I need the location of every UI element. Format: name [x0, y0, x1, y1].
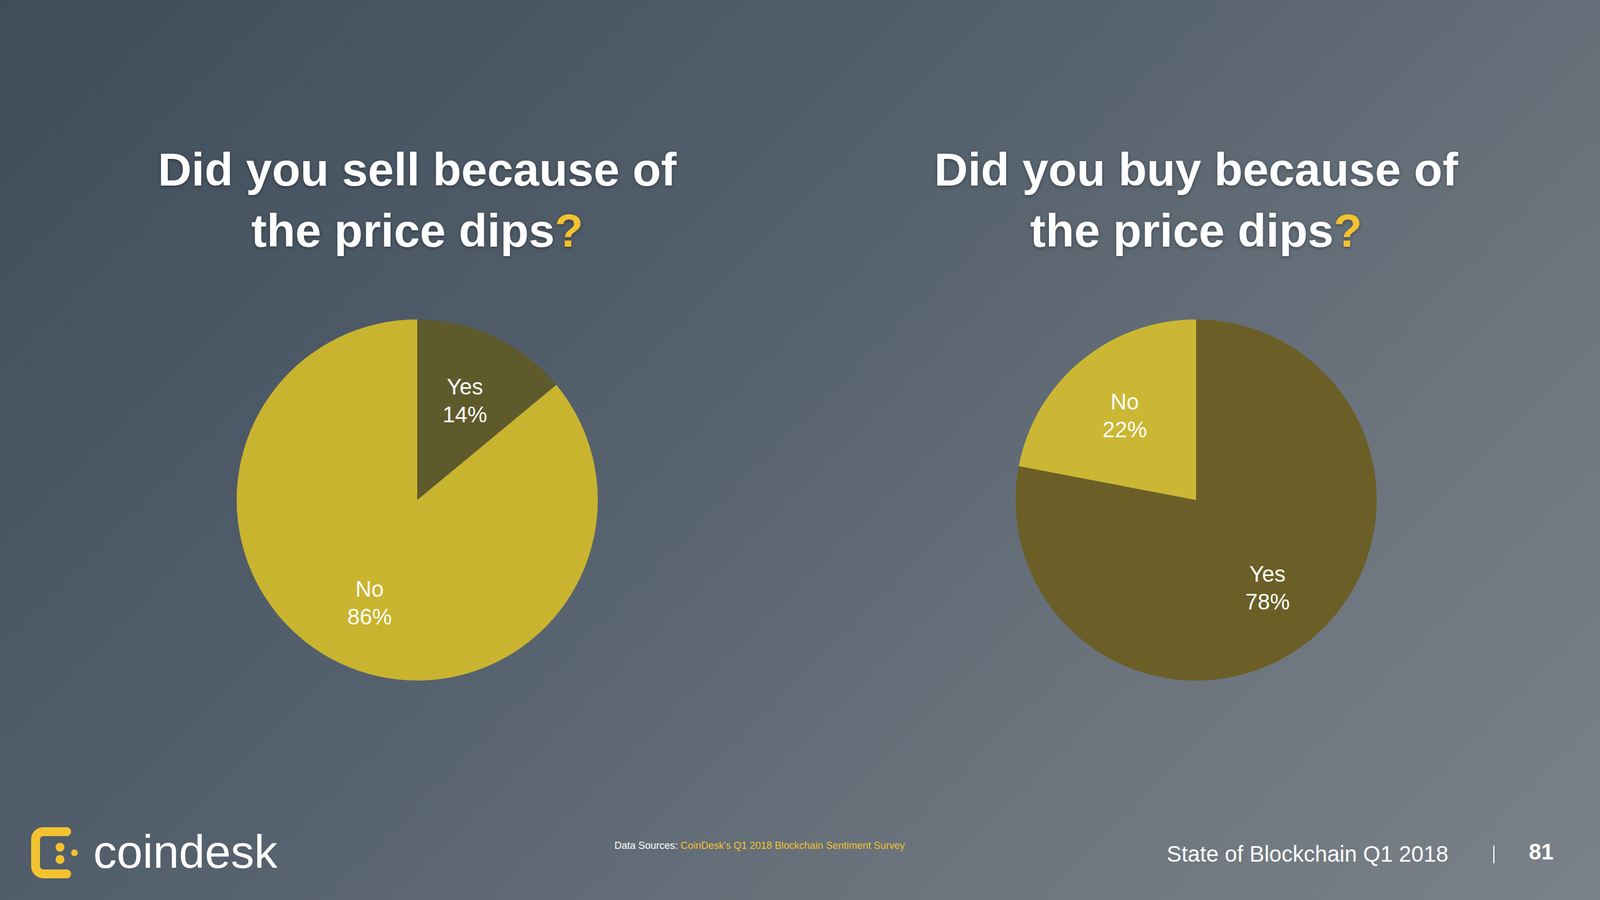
svg-text:Yes14%: Yes14% — [442, 374, 488, 427]
html-text:State of Blockchain Q1 2018: State of Blockchain Q1 2018 — [1166, 841, 1449, 867]
svg-text:No86%: No86% — [347, 576, 392, 629]
svg-text:No22%: No22% — [1102, 389, 1148, 442]
html-text:Did you buy because of the pri: Did you buy because of the price dips? — [934, 143, 1458, 257]
html-text:coindesk: coindesk — [93, 825, 278, 878]
svg-text:Yes78%: Yes78% — [1245, 561, 1290, 614]
html-text:81: 81 — [1528, 839, 1554, 864]
html-text:Data Sources: CoinDesk's Q1 20: Data Sources: CoinDesk's Q1 2018 Blockch… — [614, 840, 905, 852]
html-text:Did you sell because of the pr: Did you sell because of the price dips? — [157, 143, 677, 257]
